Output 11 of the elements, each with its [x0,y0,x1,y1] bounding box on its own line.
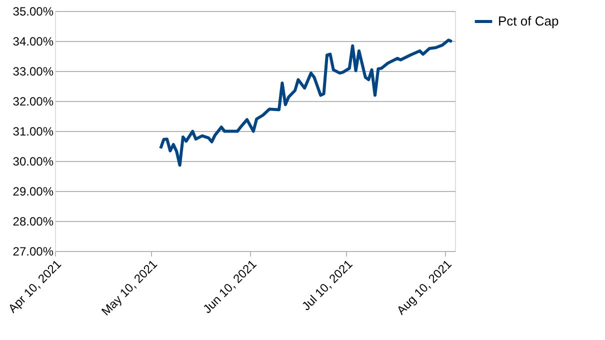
y-tick-label: 29.00% [12,184,54,198]
y-tick-label: 28.00% [12,214,54,228]
y-tick-label: 32.00% [12,94,54,108]
y-tick-label: 34.00% [12,34,54,48]
line-series [159,38,454,167]
y-tick-label: 31.00% [12,124,54,138]
y-tick-label: 27.00% [12,244,54,258]
y-tick-label: 35.00% [12,4,54,18]
legend-label: Pct of Cap [498,14,559,28]
y-tick-label: 33.00% [12,64,54,78]
y-tick-label: 30.00% [12,154,54,168]
